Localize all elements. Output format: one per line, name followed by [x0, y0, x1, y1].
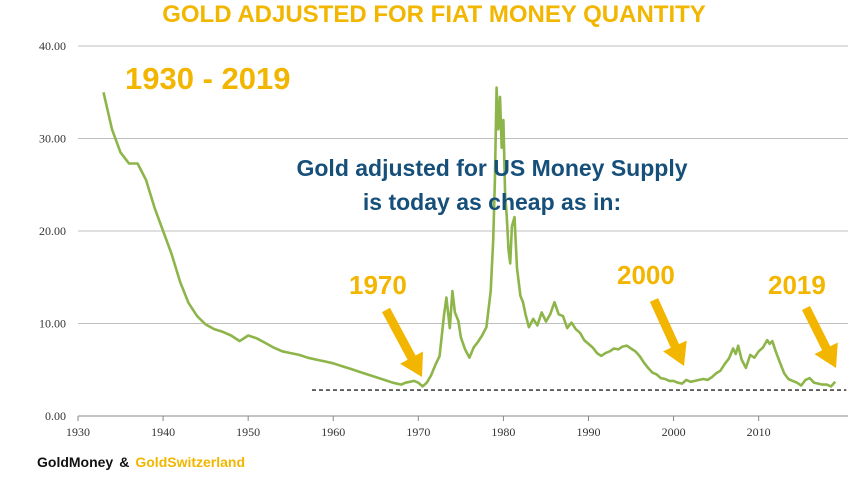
arrow-2019 [802, 306, 838, 368]
callout-1970: 1970 [349, 270, 407, 300]
x-tick-label: 2000 [662, 425, 686, 439]
series-line [102, 86, 837, 388]
x-tick-label: 1980 [491, 425, 515, 439]
chart-grid [78, 45, 848, 417]
y-tick-label: 20.00 [39, 224, 66, 238]
x-tick-label: 1940 [151, 425, 175, 439]
callout-arrows [382, 298, 838, 377]
footer-goldswitzerland: GoldSwitzerland [135, 454, 246, 470]
y-tick-label: 0.00 [45, 409, 66, 423]
chart-title: GOLD ADJUSTED FOR FIAT MONEY QUANTITY [162, 1, 706, 28]
arrow-1970 [382, 307, 423, 377]
x-tick-label: 1930 [66, 425, 90, 439]
x-tick-label: 1950 [236, 425, 260, 439]
footer-credits: GoldMoney & GoldSwitzerland [37, 454, 245, 470]
y-tick-label: 40.00 [39, 39, 66, 53]
y-axis-ticks: 0.00 10.00 20.00 30.00 40.00 [39, 39, 66, 423]
arrow-2000-shape [649, 298, 687, 366]
annotation-line-1: Gold adjusted for US Money Supply [296, 155, 688, 181]
x-tick-label: 1990 [576, 425, 600, 439]
arrow-2019-shape [802, 306, 838, 368]
annotation-line-2: is today as cheap as in: [362, 189, 622, 215]
footer-goldmoney: GoldMoney [37, 454, 114, 470]
x-tick-label: 1970 [406, 425, 430, 439]
x-axis-ticks: 1930 1940 1950 1960 1970 1980 1990 2000 2010 [66, 416, 771, 439]
x-tick-label: 1960 [321, 425, 345, 439]
y-tick-label: 10.00 [39, 317, 66, 331]
callout-2000: 2000 [617, 260, 675, 290]
x-tick-label: 2010 [747, 425, 771, 439]
footer-ampersand: & [119, 454, 130, 470]
y-tick-label: 30.00 [39, 132, 66, 146]
callout-2019: 2019 [768, 270, 826, 300]
arrow-1970-shape [382, 307, 423, 377]
date-range-label: 1930 - 2019 [125, 61, 291, 96]
arrow-2000 [649, 298, 687, 366]
